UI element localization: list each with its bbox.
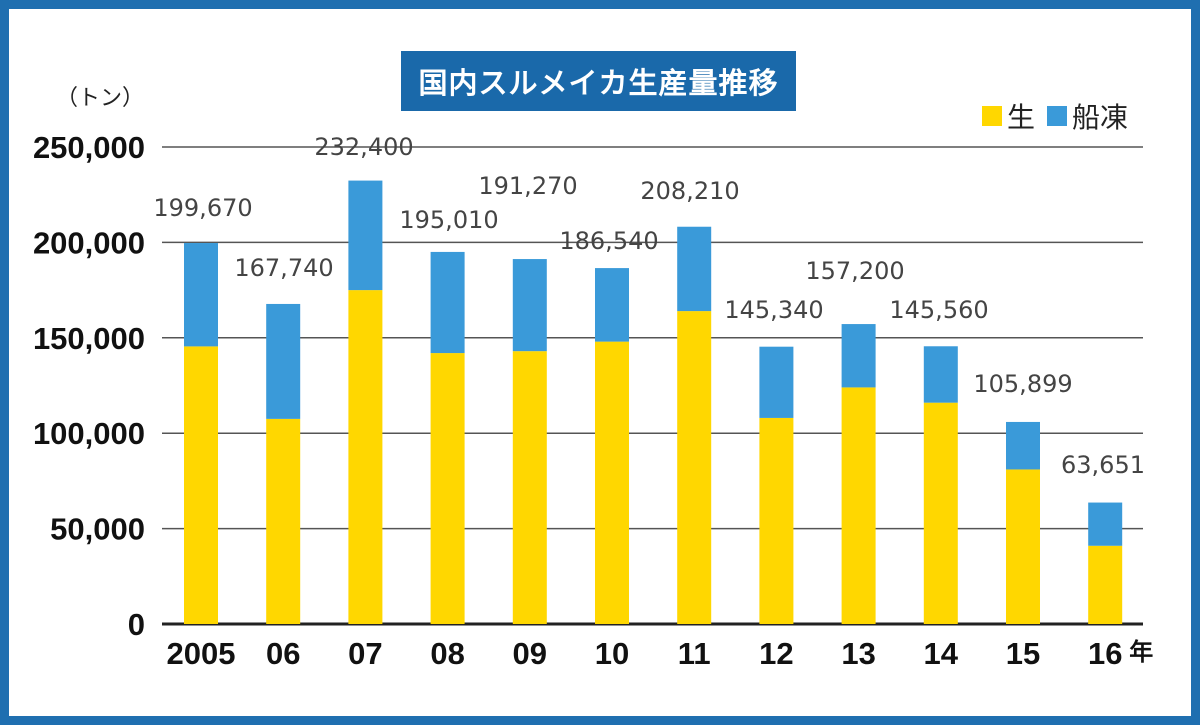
y-tick-label: 50,000 — [50, 512, 145, 547]
bar-frozen-09 — [512, 259, 547, 352]
y-tick-label: 250,000 — [33, 130, 145, 165]
x-axis-suffix: 年 — [1129, 638, 1153, 666]
data-label-total: 195,010 — [399, 206, 498, 234]
bar-frozen-13 — [841, 324, 876, 388]
legend-swatch-frozen — [1047, 106, 1068, 126]
legend-swatch-fresh — [982, 106, 1002, 126]
x-tick-label: 16 — [1088, 636, 1122, 671]
x-tick-label: 08 — [430, 636, 464, 671]
legend-item-frozen: 船凍 — [1047, 96, 1128, 136]
legend: 生 船凍 — [982, 96, 1140, 136]
y-tick-label: 0 — [128, 607, 145, 642]
bar-fresh-07 — [348, 290, 383, 624]
legend-label-fresh: 生 — [1007, 101, 1036, 134]
legend-item-fresh: 生 — [982, 96, 1035, 136]
bar-frozen-12 — [759, 346, 794, 418]
bar-frozen-06 — [266, 303, 301, 419]
bar-fresh-16 — [1088, 545, 1123, 624]
chart-title: 国内スルメイカ生産量推移 — [401, 51, 796, 111]
data-label-total: 167,740 — [234, 254, 333, 282]
legend-label-frozen: 船凍 — [1072, 101, 1129, 134]
y-tick-label: 100,000 — [33, 416, 145, 451]
x-tick-label: 10 — [595, 636, 629, 671]
bar-fresh-11 — [677, 311, 712, 624]
bar-frozen-2005 — [184, 243, 218, 347]
bar-frozen-14 — [923, 346, 958, 403]
bar-frozen-10 — [595, 268, 629, 342]
data-label-total: 199,670 — [153, 194, 252, 222]
bar-fresh-06 — [266, 418, 301, 624]
y-tick-label: 200,000 — [33, 225, 145, 260]
data-label-total: 191,270 — [478, 172, 577, 200]
bar-frozen-07 — [348, 180, 383, 291]
x-tick-label: 09 — [513, 636, 547, 671]
x-tick-label: 14 — [924, 636, 959, 671]
x-tick-label: 11 — [678, 636, 711, 671]
x-tick-label: 15 — [1006, 636, 1040, 671]
x-tick-label: 07 — [348, 636, 382, 671]
bar-fresh-10 — [595, 341, 629, 624]
bar-fresh-13 — [841, 387, 876, 624]
bar-fresh-08 — [430, 353, 465, 624]
bar-fresh-12 — [759, 417, 794, 624]
data-label-total: 232,400 — [314, 133, 413, 161]
bar-frozen-16 — [1088, 502, 1123, 546]
x-tick-label: 2005 — [167, 636, 236, 671]
data-label-total: 157,200 — [805, 257, 904, 285]
x-tick-label: 13 — [841, 636, 875, 671]
bar-fresh-15 — [1006, 469, 1040, 624]
bar-frozen-08 — [430, 251, 465, 354]
y-tick-label: 150,000 — [33, 321, 145, 356]
bar-fresh-2005 — [184, 346, 218, 624]
bar-fresh-14 — [923, 402, 958, 624]
x-tick-label: 06 — [266, 636, 300, 671]
data-label-total: 63,651 — [1061, 451, 1145, 479]
data-label-total: 186,540 — [559, 227, 658, 255]
data-label-total: 208,210 — [640, 177, 739, 205]
bar-fresh-09 — [512, 351, 547, 624]
data-label-total: 105,899 — [973, 370, 1072, 398]
data-label-total: 145,340 — [724, 296, 823, 324]
x-tick-label: 12 — [759, 636, 793, 671]
data-label-total: 145,560 — [889, 296, 988, 324]
bar-frozen-11 — [677, 226, 712, 312]
bar-frozen-15 — [1006, 421, 1040, 470]
y-axis-unit-label: （トン） — [56, 86, 145, 111]
